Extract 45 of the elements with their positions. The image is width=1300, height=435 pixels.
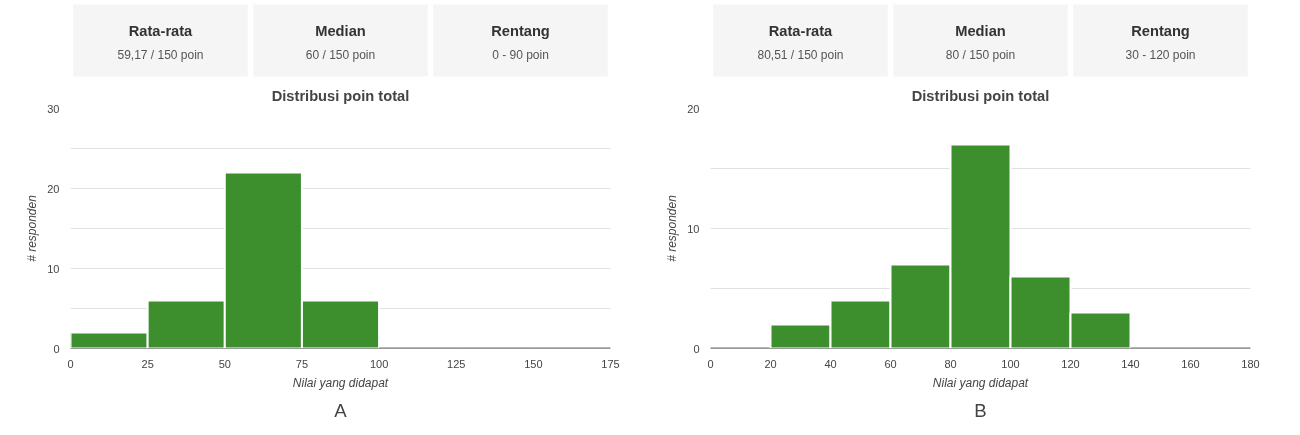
text: 80,51 / 150 poin [757, 47, 844, 62]
text: Rata-rata [768, 22, 834, 39]
text: A [334, 399, 348, 421]
x-tick-label: 180 [1241, 357, 1260, 370]
x-tick-label: 75 [295, 357, 309, 370]
chart-title: Distribusi poin total [271, 87, 410, 104]
text: B [974, 399, 987, 421]
x-tick-label: 125 [447, 357, 466, 370]
text: Rentang [491, 22, 550, 39]
text: Median [315, 22, 366, 39]
x-tick-label: 0 [707, 357, 714, 370]
y-tick-label: 20 [47, 182, 60, 195]
text: Rata-rata [128, 22, 194, 39]
x-axis-title: Nilai yang didapat [292, 375, 389, 390]
x-tick-label: 80 [944, 357, 957, 370]
x-tick-label: 0 [67, 357, 74, 370]
y-tick-label: 20 [687, 102, 700, 115]
x-tick-label: 50 [218, 357, 231, 370]
y-axis-title: # responden [25, 194, 40, 262]
text: 0 - 90 poin [492, 47, 549, 62]
x-tick-label: 150 [524, 357, 543, 370]
chart-title: Distribusi poin total [911, 87, 1050, 104]
y-tick-label: 10 [687, 222, 700, 235]
text: 30 - 120 poin [1125, 47, 1196, 62]
text: Median [955, 22, 1006, 39]
x-tick-label: 100 [369, 357, 389, 370]
x-tick-label: 40 [824, 357, 837, 370]
y-tick-label: 0 [53, 342, 60, 355]
y-axis-title: # responden [665, 194, 680, 262]
x-tick-label: 140 [1121, 357, 1140, 370]
x-tick-label: 60 [884, 357, 897, 370]
text: 59,17 / 150 poin [117, 47, 204, 62]
y-tick-label: 10 [47, 262, 60, 275]
x-tick-label: 160 [1181, 357, 1200, 370]
x-axis-title: Nilai yang didapat [932, 375, 1029, 390]
text: Rentang [1131, 22, 1190, 39]
x-tick-label: 25 [141, 357, 154, 370]
text: 60 / 150 poin [305, 47, 376, 62]
y-tick-label: 0 [693, 342, 700, 355]
x-tick-label: 100 [1001, 357, 1020, 370]
text: 80 / 150 poin [945, 47, 1016, 62]
x-tick-label: 175 [601, 357, 620, 370]
x-tick-label: 120 [1061, 357, 1080, 370]
x-tick-label: 20 [764, 357, 777, 370]
y-tick-label: 30 [47, 102, 60, 115]
